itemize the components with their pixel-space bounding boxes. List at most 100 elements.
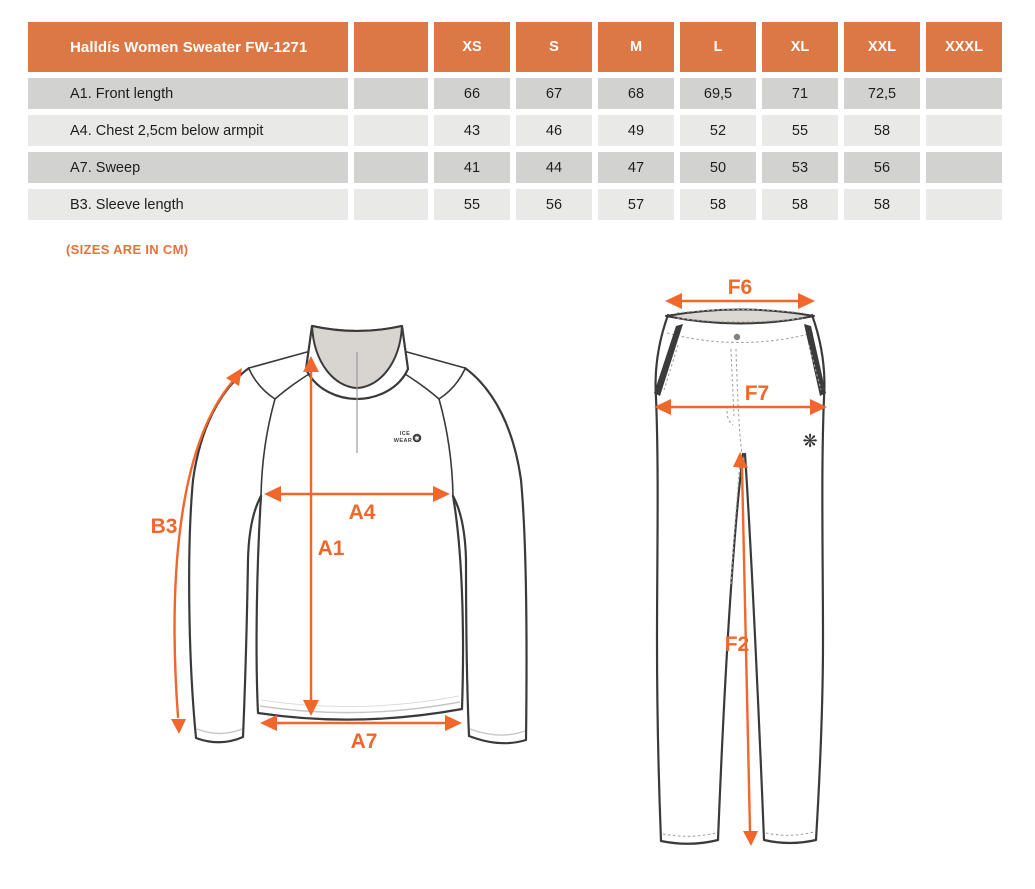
label-a7: A7	[351, 730, 378, 753]
value-cell: 44	[516, 152, 592, 183]
hem-stitch-2	[260, 695, 460, 708]
right-shoulder-seam	[406, 351, 466, 369]
f6-arrowhead-right	[798, 293, 815, 309]
crotch-stitch	[730, 461, 741, 586]
fly-stitch-2	[730, 348, 735, 417]
value-cell: 56	[516, 189, 592, 220]
value-cell: 55	[762, 115, 838, 146]
waist-stitch-top	[676, 308, 804, 314]
value-cell: 52	[680, 115, 756, 146]
f7-arrowhead-left	[654, 399, 671, 415]
hem-stitch	[259, 701, 461, 714]
left-shoulder-seam	[248, 351, 308, 369]
waist-button	[733, 333, 741, 341]
value-cell: 66	[434, 78, 510, 109]
table-row: B3. Sleeve length 55 56 57 58 58 58	[28, 189, 1002, 220]
right-yoke-seam	[404, 373, 440, 400]
spacer-header-cell	[354, 22, 428, 72]
f2-arrowhead-top	[733, 452, 748, 468]
value-cell: 67	[516, 78, 592, 109]
b3-arrowhead-top	[226, 368, 242, 386]
spacer-cell	[354, 152, 428, 183]
sweater-drawing: ICE WEAR ✱ B3 A1 A4	[151, 324, 528, 753]
a7-arrowhead-right	[445, 715, 462, 731]
value-cell	[926, 78, 1002, 109]
value-cell: 58	[844, 189, 920, 220]
value-cell: 47	[598, 152, 674, 183]
arrow-b3: B3	[151, 368, 242, 734]
logo-badge	[412, 433, 422, 443]
sweater-body	[255, 494, 465, 721]
b3-arrowhead-bottom	[171, 719, 186, 734]
snowflake-icon: ❋	[802, 431, 817, 452]
value-cell: 55	[434, 189, 510, 220]
spacer-cell	[354, 189, 428, 220]
right-hem-stitch	[765, 831, 815, 836]
size-col-header-xs: XS	[434, 22, 510, 72]
label-f6: F6	[728, 276, 753, 299]
value-cell	[926, 189, 1002, 220]
value-cell: 72,5	[844, 78, 920, 109]
size-col-header-xxxl: XXXL	[926, 22, 1002, 72]
arrow-f7: F7	[654, 382, 827, 415]
row-label: A1. Front length	[28, 78, 348, 109]
label-b3: B3	[151, 515, 178, 538]
value-cell: 53	[762, 152, 838, 183]
arrow-f6: F6	[665, 276, 815, 309]
sizes-note: (SIZES ARE IN CM)	[66, 242, 189, 257]
left-hem-stitch	[662, 832, 717, 837]
left-pocket-trim	[654, 324, 683, 396]
arrow-a4: A4	[264, 486, 450, 524]
fly-stitch	[735, 348, 743, 454]
f7-arrowhead-right	[810, 399, 827, 415]
left-yoke-seam	[274, 373, 310, 400]
a4-arrowhead-right	[433, 486, 450, 502]
value-cell: 43	[434, 115, 510, 146]
a1-arrowhead-top	[303, 356, 319, 372]
left-cuff-stitch	[196, 728, 243, 735]
value-cell: 58	[844, 115, 920, 146]
waist-stitch-bottom	[676, 317, 804, 323]
logo-text-line1: ICE	[400, 431, 410, 437]
value-cell: 57	[598, 189, 674, 220]
value-cell: 58	[680, 189, 756, 220]
f6-arrowhead-left	[665, 293, 682, 309]
waistband-stitch	[666, 332, 814, 343]
size-col-header-l: L	[680, 22, 756, 72]
table-row: A1. Front length 66 67 68 69,5 71 72,5	[28, 78, 1002, 109]
value-cell	[926, 115, 1002, 146]
right-pocket-trim	[804, 324, 826, 396]
b3-arrow-line	[173, 379, 235, 719]
pants-drawing: ❋ F6 F7 F2	[654, 276, 827, 846]
size-col-header-m: M	[598, 22, 674, 72]
pants-right-leg	[743, 313, 826, 845]
waist-opening	[665, 308, 815, 325]
value-cell: 49	[598, 115, 674, 146]
a4-arrowhead-left	[264, 486, 281, 502]
a1-arrowhead-bottom	[303, 700, 319, 716]
logo-text-line2: WEAR	[394, 438, 412, 444]
arrow-f2: F2	[725, 452, 758, 846]
row-label: A4. Chest 2,5cm below armpit	[28, 115, 348, 146]
fly-j-stitch	[726, 405, 734, 426]
value-cell: 50	[680, 152, 756, 183]
right-cuff-stitch	[469, 728, 526, 736]
pants-left-leg	[654, 313, 745, 845]
table-row: A4. Chest 2,5cm below armpit 43 46 49 52…	[28, 115, 1002, 146]
icewear-logo: ICE WEAR ✱	[394, 431, 422, 444]
value-cell: 68	[598, 78, 674, 109]
arrow-a1: A1	[303, 356, 345, 716]
f2-arrowhead-bottom	[743, 831, 758, 846]
value-cell	[926, 152, 1002, 183]
right-yoke-seam-2	[438, 368, 466, 400]
spacer-cell	[354, 115, 428, 146]
spacer-cell	[354, 78, 428, 109]
size-col-header-xl: XL	[762, 22, 838, 72]
row-label: B3. Sleeve length	[28, 189, 348, 220]
arrow-a7: A7	[260, 715, 462, 753]
value-cell: 58	[762, 189, 838, 220]
sweater-left-sleeve	[188, 366, 263, 744]
left-yoke-seam-2	[248, 368, 276, 400]
size-table: Halldís Women Sweater FW-1271 XS S M L X…	[22, 16, 1008, 226]
right-raglan-seam	[438, 398, 454, 497]
